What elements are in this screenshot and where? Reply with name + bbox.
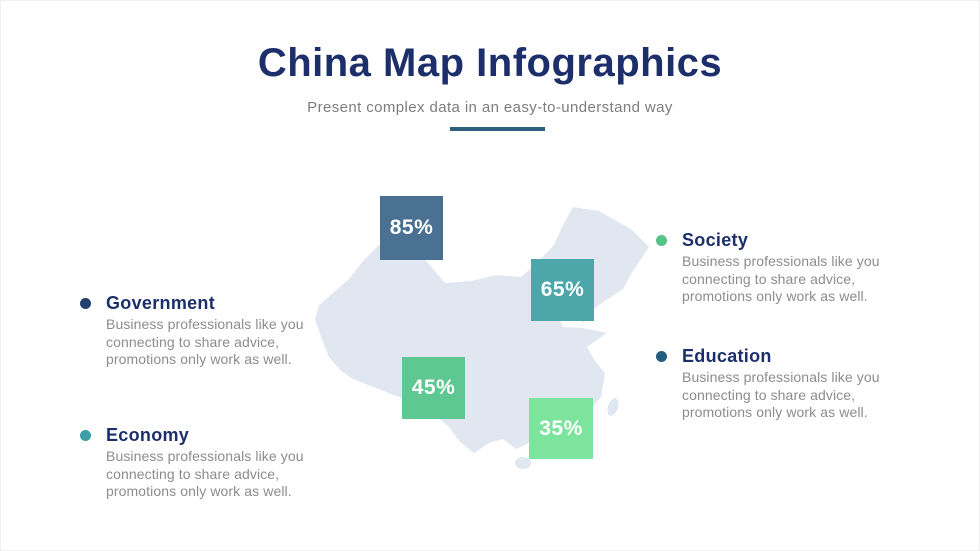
section-society: Society Business professionals like you … [656, 229, 894, 306]
section-title: Education [682, 346, 772, 366]
stat-value: 35% [539, 416, 583, 440]
stat-box-1: 65% [531, 259, 594, 321]
stat-box-3: 35% [529, 398, 593, 459]
section-government: Government Business professionals like y… [80, 292, 318, 369]
hainan-island [515, 457, 531, 469]
stat-value: 65% [540, 278, 585, 301]
page-subtitle: Present complex data in an easy-to-under… [307, 99, 673, 116]
stat-value: 85% [389, 216, 434, 239]
section-title: Government [106, 293, 216, 313]
bullet-government [80, 298, 91, 309]
stat-box-2: 45% [402, 357, 465, 419]
taiwan-island [607, 398, 619, 416]
section-title: Society [682, 230, 749, 250]
section-body: Business professionals like you connecti… [682, 369, 880, 420]
section-body: Business professionals like you connecti… [682, 253, 880, 304]
bullet-education [656, 351, 667, 362]
bullet-society [656, 235, 667, 246]
bullet-economy [80, 430, 91, 441]
china-mainland-shape [315, 207, 649, 453]
section-body: Business professionals like you connecti… [106, 448, 304, 499]
section-body: Business professionals like you connecti… [106, 316, 304, 367]
china-map-shape [315, 207, 649, 469]
stat-value: 45% [411, 376, 456, 399]
section-education: Education Business professionals like yo… [656, 345, 894, 422]
page-title: China Map Infographics [257, 41, 723, 85]
stat-box-0: 85% [380, 196, 443, 260]
divider [450, 127, 545, 131]
section-title: Economy [106, 425, 190, 445]
china-map [315, 207, 649, 469]
section-economy: Economy Business professionals like you … [80, 424, 318, 501]
